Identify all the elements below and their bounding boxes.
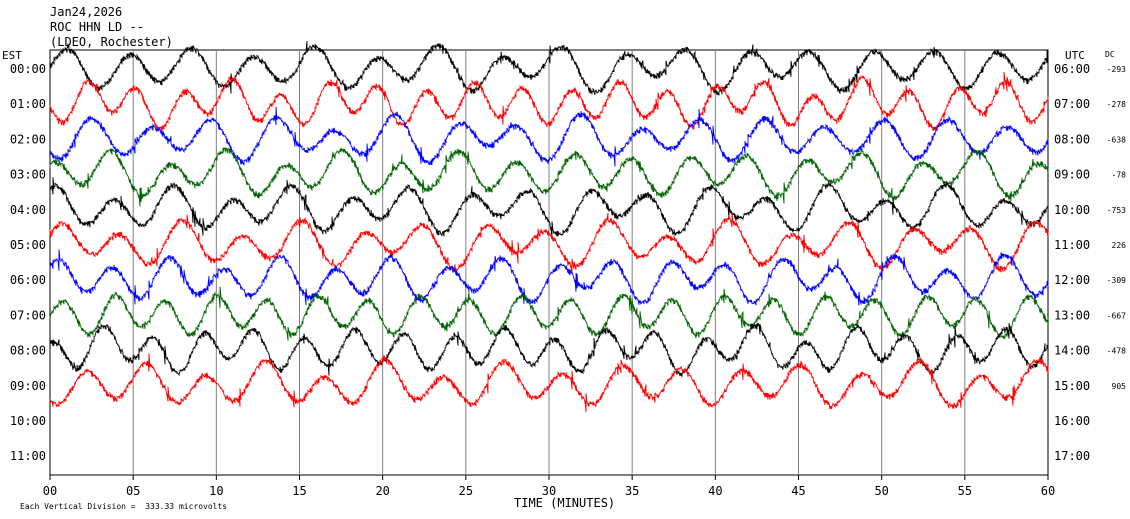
est-hour-label: 01:00 — [10, 97, 46, 111]
seismic-trace — [49, 286, 1049, 341]
est-hour-label: 02:00 — [10, 132, 46, 146]
utc-hour-label: 13:00 — [1054, 308, 1090, 322]
station-code: ROC HHN LD -- — [50, 20, 144, 34]
x-tick-label: 30 — [542, 484, 556, 498]
est-hour-label: 05:00 — [10, 238, 46, 252]
seismic-trace — [49, 177, 1049, 240]
record-date: Jan24,2026 — [50, 5, 123, 19]
dc-offset-value: -278 — [1107, 100, 1126, 109]
seismic-trace — [49, 212, 1049, 275]
x-tick-label: 60 — [1041, 484, 1055, 498]
utc-hour-label: 06:00 — [1054, 62, 1090, 76]
est-hour-label: 08:00 — [10, 344, 46, 358]
x-tick-label: 40 — [708, 484, 722, 498]
x-tick-label: 05 — [126, 484, 140, 498]
utc-hour-label: 10:00 — [1054, 203, 1090, 217]
utc-hour-label: 08:00 — [1054, 132, 1090, 146]
dc-offset-header: DC — [1105, 50, 1115, 59]
right-timezone-label: UTC — [1065, 49, 1085, 62]
est-hour-label: 06:00 — [10, 273, 46, 287]
x-tick-label: 15 — [292, 484, 306, 498]
dc-offset-value: -309 — [1107, 276, 1126, 285]
x-tick-label: 20 — [375, 484, 389, 498]
utc-hour-label: 16:00 — [1054, 414, 1090, 428]
est-hour-label: 03:00 — [10, 168, 46, 182]
utc-hour-label: 07:00 — [1054, 97, 1090, 111]
seismic-trace — [49, 146, 1049, 207]
est-hour-label: 00:00 — [10, 62, 46, 76]
dc-offset-value: -753 — [1107, 206, 1126, 215]
utc-hour-label: 15:00 — [1054, 379, 1090, 393]
scale-footnote: Each Vertical Division = 333.33 microvol… — [20, 502, 228, 511]
seismic-trace — [49, 353, 1049, 413]
x-tick-label: 35 — [625, 484, 639, 498]
est-hour-label: 09:00 — [10, 379, 46, 393]
x-tick-label: 10 — [209, 484, 223, 498]
utc-hour-label: 11:00 — [1054, 238, 1090, 252]
dc-offset-value: -78 — [1112, 171, 1127, 180]
x-tick-label: 55 — [958, 484, 972, 498]
est-hour-label: 04:00 — [10, 203, 46, 217]
utc-hour-label: 09:00 — [1054, 168, 1090, 182]
est-hour-label: 07:00 — [10, 308, 46, 322]
seismic-trace — [49, 106, 1049, 167]
seismic-trace — [49, 71, 1049, 132]
seismic-trace — [49, 41, 1049, 96]
dc-offset-value: 905 — [1112, 382, 1127, 391]
x-tick-label: 25 — [459, 484, 473, 498]
dc-offset-value: 226 — [1112, 241, 1127, 250]
utc-hour-label: 12:00 — [1054, 273, 1090, 287]
utc-hour-label: 17:00 — [1054, 449, 1090, 463]
x-tick-label: 50 — [874, 484, 888, 498]
dc-offset-value: -293 — [1107, 65, 1126, 74]
dc-offset-value: -638 — [1107, 135, 1126, 144]
x-tick-label: 45 — [791, 484, 805, 498]
seismic-trace — [49, 249, 1049, 306]
dc-offset-value: -478 — [1107, 347, 1126, 356]
x-axis-title: TIME (MINUTES) — [514, 496, 616, 510]
est-hour-label: 10:00 — [10, 414, 46, 428]
x-tick-label: 00 — [43, 484, 57, 498]
left-timezone-label: EST — [2, 49, 22, 62]
station-location: (LDEO, Rochester) — [50, 35, 173, 49]
dc-offset-value: -667 — [1107, 311, 1126, 320]
est-hour-label: 11:00 — [10, 449, 46, 463]
seismic-trace — [49, 322, 1049, 377]
utc-hour-label: 14:00 — [1054, 344, 1090, 358]
